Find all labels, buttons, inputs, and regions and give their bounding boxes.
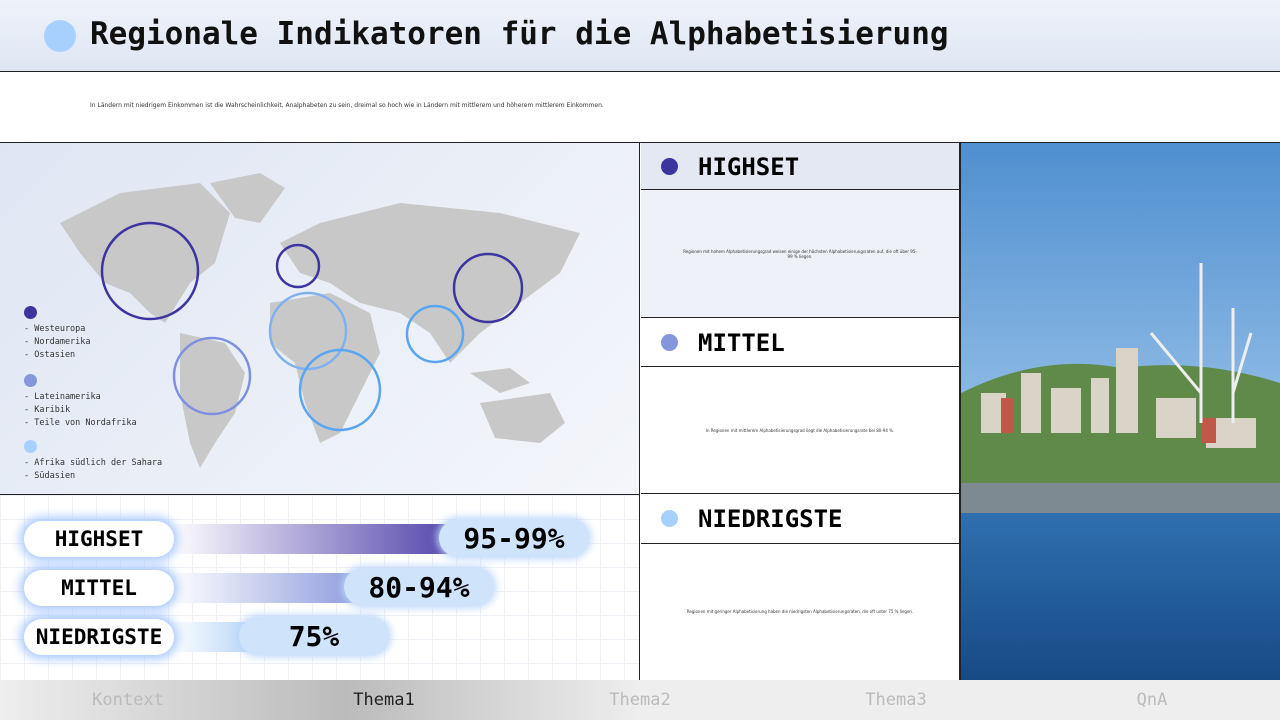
panel-title: NIEDRIGSTE <box>698 505 843 533</box>
legend-group: - Westeuropa - Nordamerika - Ostasien <box>24 306 91 362</box>
legend-item: - Teile von Nordafrika <box>24 418 137 428</box>
panel-title: MITTEL <box>698 329 785 357</box>
panel-header: HIGHSET <box>641 143 959 190</box>
city-photo <box>961 143 1280 680</box>
bar-value: 80-94% <box>344 568 494 606</box>
legend-item: - Lateinamerika <box>24 392 101 402</box>
bar-label: NIEDRIGSTE <box>24 619 174 655</box>
panel-header: NIEDRIGSTE <box>641 495 959 544</box>
nav-tab[interactable]: Thema1 <box>353 690 415 710</box>
subtitle: In Ländern mit niedrigem Einkommen ist d… <box>90 102 604 109</box>
nav-tab[interactable]: QnA <box>1136 690 1168 710</box>
legend-item: - Südasien <box>24 471 76 481</box>
legend-group: - Afrika südlich der Sahara - Südasien <box>24 440 162 483</box>
legend-item: - Nordamerika <box>24 337 91 347</box>
nav-bar: Kontext Thema1 Thema2 Thema3 QnA <box>0 680 1280 720</box>
nav-tab[interactable]: Kontext <box>92 690 164 710</box>
header: Regionale Indikatoren für die Alphabetis… <box>0 0 1280 72</box>
legend-group: - Lateinamerika - Karibik - Teile von Nord… <box>24 374 137 430</box>
panel-text: Regionen mit geringer Alphabetisierung h… <box>641 544 959 679</box>
nav-tab[interactable]: Thema3 <box>865 690 927 710</box>
nav-tab[interactable]: Thema2 <box>609 690 671 710</box>
bar-label: MITTEL <box>24 570 174 606</box>
bar-value: 95-99% <box>439 519 589 557</box>
divider <box>959 143 961 680</box>
world-map <box>60 173 580 468</box>
title-dot <box>44 20 76 52</box>
bar-highset <box>170 524 470 554</box>
subtitle-band: In Ländern mit niedrigem Einkommen ist d… <box>0 72 1280 143</box>
bars-panel: HIGHSET MITTEL NIEDRIGSTE 95-99% 80-94% … <box>0 495 640 680</box>
panel-title: HIGHSET <box>698 153 800 181</box>
legend-item: - Afrika südlich der Sahara <box>24 458 163 468</box>
legend-item: - Westeuropa <box>24 324 86 334</box>
panel-text: Regionen mit hohem Alphabetisierungsgrad… <box>641 190 959 318</box>
title: Regionale Indikatoren für die Alphabetis… <box>90 16 949 52</box>
map-panel: - Westeuropa - Nordamerika - Ostasien - La… <box>0 143 640 495</box>
legend-item: - Karibik <box>24 405 71 415</box>
bar-label: HIGHSET <box>24 521 174 557</box>
bar-value: 75% <box>239 617 389 655</box>
panel-header: MITTEL <box>641 319 959 367</box>
panel-text: In Regionen mit mittlerem Alphabetisieru… <box>641 367 959 494</box>
legend-item: - Ostasien <box>24 350 76 360</box>
bar-mittel <box>170 573 370 603</box>
